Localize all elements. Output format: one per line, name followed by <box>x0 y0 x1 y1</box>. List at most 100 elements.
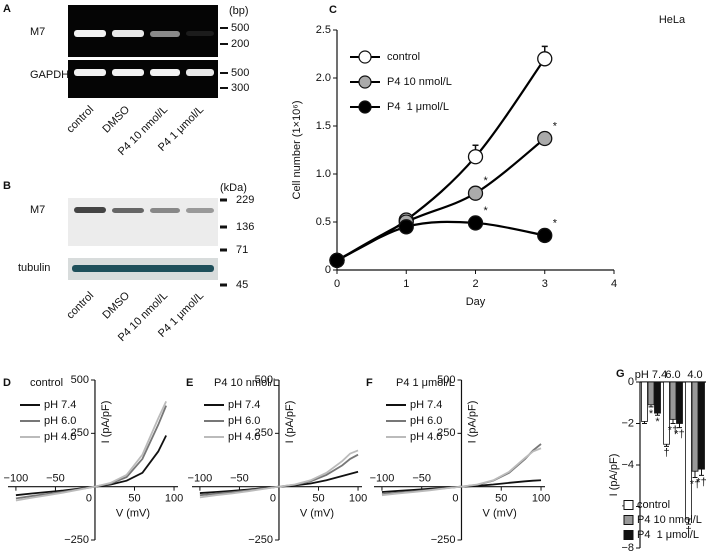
y-tick-label: −4 <box>621 459 634 471</box>
legend-label: pH 7.4 <box>228 399 260 411</box>
y-axis-label: I (pA/pF) <box>100 401 112 444</box>
band <box>112 69 144 76</box>
chart-title: P4 10 nmol/L <box>214 377 279 389</box>
panel-letter: C <box>329 4 337 16</box>
x-tick-label: 1 <box>403 278 409 290</box>
lane-label: DMSO <box>100 289 132 321</box>
legend-label: control <box>387 51 420 63</box>
bar <box>669 381 677 420</box>
band <box>186 69 214 76</box>
error-bar <box>677 423 682 429</box>
x-tick-label: 0 <box>452 493 458 505</box>
legend-label: P4 10 nmol/L <box>387 76 452 88</box>
point <box>467 215 484 231</box>
y-axis-label: I (pA/pF) <box>284 401 296 444</box>
legend-label: pH 7.4 <box>44 399 76 411</box>
x-tick-label: 50 <box>312 493 324 505</box>
series-line <box>336 220 545 262</box>
bar <box>691 381 699 472</box>
band <box>74 30 106 37</box>
error-bar <box>686 518 691 525</box>
significance: *† <box>690 478 700 490</box>
point <box>537 51 553 67</box>
lane-label: control <box>64 104 96 136</box>
y-tick-label: 0 <box>628 376 634 388</box>
category-label: 6.0 <box>665 369 680 381</box>
x-axis-label: Day <box>466 296 486 308</box>
significance: *† <box>674 429 684 441</box>
legend-marker <box>358 50 372 64</box>
x-tick-label: 100 <box>532 493 550 505</box>
row-label: tubulin <box>18 262 50 274</box>
band <box>74 69 106 76</box>
legend-label: pH 4.0 <box>228 431 260 443</box>
legend-label: pH 7.4 <box>410 399 442 411</box>
bar <box>641 381 648 422</box>
marker-label: 136 <box>236 221 254 233</box>
band <box>150 69 180 76</box>
significance: * <box>484 205 489 217</box>
x-tick-label: 100 <box>165 493 183 505</box>
legend-label: pH 4.0 <box>410 431 442 443</box>
error-bar <box>664 444 669 447</box>
band <box>186 208 214 213</box>
category-label: 4.0 <box>687 369 702 381</box>
lane-label: DMSO <box>100 103 132 135</box>
panel-letter: A <box>3 3 11 15</box>
y-tick-label: −2 <box>621 417 634 429</box>
y-tick-label: 500 <box>71 374 89 386</box>
band <box>150 208 180 213</box>
lane-label: control <box>64 290 96 322</box>
significance: *† <box>696 476 706 488</box>
bar <box>685 381 692 520</box>
x-tick-label: 0 <box>86 493 92 505</box>
legend-label: control <box>637 499 670 511</box>
y-tick-label: 500 <box>437 374 455 386</box>
series-line <box>15 400 167 502</box>
y-tick-label: −250 <box>431 534 456 546</box>
band <box>74 207 106 213</box>
error-bar <box>642 421 647 424</box>
significance: † <box>663 447 669 459</box>
y-tick-label: −8 <box>621 542 634 552</box>
y-tick-label: 1.5 <box>316 120 331 132</box>
error-bar <box>699 469 704 476</box>
significance: *† <box>668 424 678 436</box>
legend-label: pH 6.0 <box>44 415 76 427</box>
y-axis-label: I (pA/pF) <box>608 454 620 497</box>
y-tick-label: 0 <box>325 264 331 276</box>
legend-label: pH 4.0 <box>44 431 76 443</box>
y-tick-label: 500 <box>255 374 273 386</box>
bar <box>654 381 661 414</box>
x-tick-label: 3 <box>542 278 548 290</box>
significance: † <box>685 525 691 537</box>
significance: * <box>484 175 489 187</box>
point <box>537 227 553 244</box>
band <box>112 208 144 213</box>
row-label: M7 <box>30 204 45 216</box>
chart-title: control <box>30 377 63 389</box>
error-bar <box>655 413 660 416</box>
legend-label: P4 1 μmol/L <box>637 529 699 541</box>
x-tick-label: 100 <box>349 493 367 505</box>
bar <box>647 381 655 406</box>
series-line <box>199 449 359 499</box>
panel-letter: G <box>616 368 625 380</box>
legend-marker <box>358 100 372 114</box>
category-label: pH 7.4 <box>635 369 667 381</box>
error-bar <box>648 404 654 408</box>
legend-swatch <box>623 515 634 525</box>
bar <box>698 381 705 470</box>
y-tick-label: 0.5 <box>316 216 331 228</box>
significance: * <box>553 217 558 229</box>
marker-label: 200 <box>231 38 249 50</box>
band <box>186 31 214 36</box>
y-tick-label: 250 <box>437 427 455 439</box>
y-tick-label: 250 <box>255 427 273 439</box>
panel-letter: D <box>3 377 11 389</box>
legend-swatch <box>623 530 634 540</box>
x-axis-label: V (mV) <box>300 508 334 520</box>
legend-swatch <box>623 500 634 510</box>
x-tick-label: 50 <box>495 493 507 505</box>
x-tick-label: −50 <box>412 473 431 485</box>
